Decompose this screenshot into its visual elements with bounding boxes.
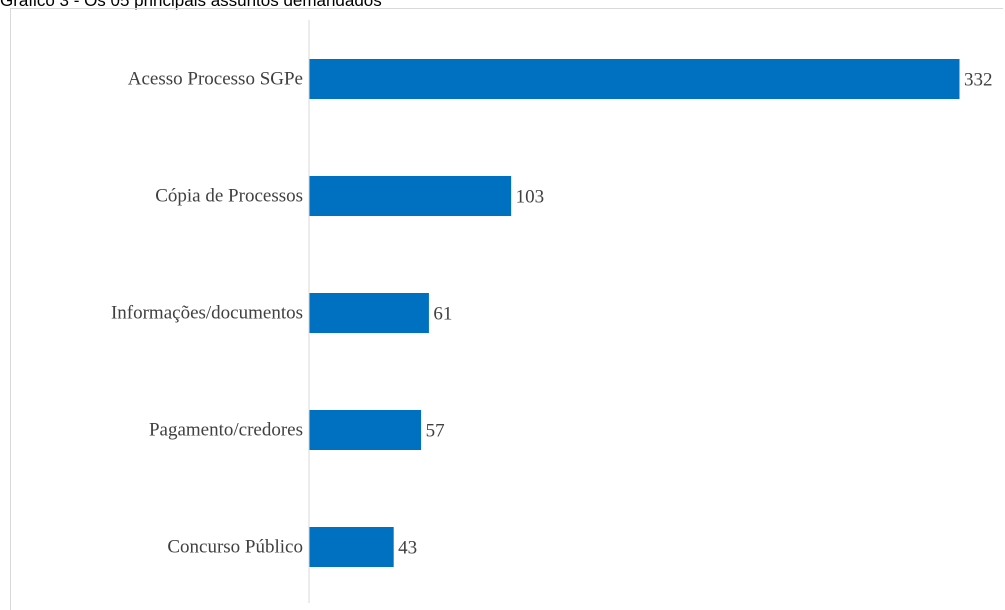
chart-frame	[10, 8, 1003, 610]
chart-title: Gráfico 3 - Os 05 principais assuntos de…	[0, 0, 382, 10]
data-label: 103	[516, 187, 545, 208]
bar	[309, 59, 960, 99]
bar	[309, 293, 429, 333]
category-label: Acesso Processo SGPe	[128, 69, 303, 90]
category-label: Concurso Público	[167, 537, 303, 558]
category-label: Cópia de Processos	[155, 186, 303, 207]
data-label: 332	[964, 70, 993, 91]
data-label: 57	[426, 421, 445, 442]
bar	[309, 176, 512, 216]
data-label: 43	[398, 538, 417, 559]
bar	[309, 527, 394, 567]
category-label: Pagamento/credores	[149, 420, 303, 441]
category-label: Informações/documentos	[111, 303, 303, 324]
bar	[309, 410, 422, 450]
data-label: 61	[433, 304, 452, 325]
